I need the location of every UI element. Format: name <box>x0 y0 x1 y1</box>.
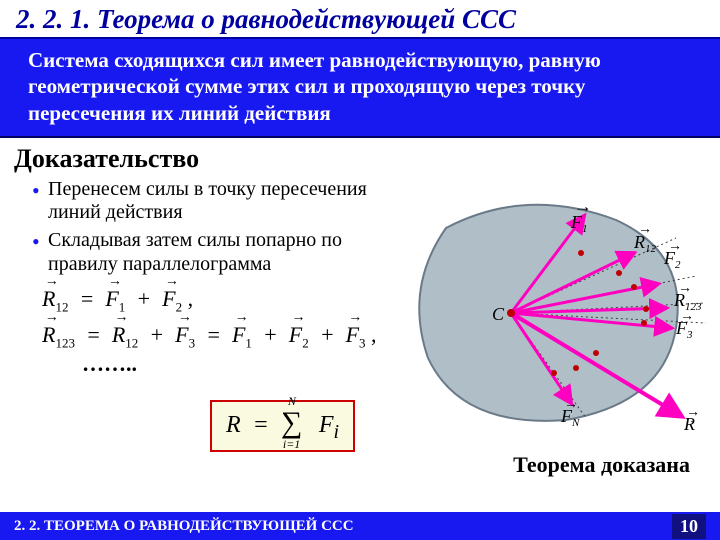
qed-text: Теорема доказана <box>513 452 690 478</box>
footer-text: 2. 2. ТЕОРЕМА О РАВНОДЕЙСТВУЮЩЕЙ ССС <box>14 518 354 535</box>
proof-heading: Доказательство <box>0 138 720 174</box>
center-label: C <box>492 304 505 324</box>
bullet-item: Складывая затем силы попарно по правилу … <box>32 229 382 276</box>
vec-R: R <box>226 412 241 438</box>
vec-F1: F <box>105 286 118 312</box>
sum-lower: i=1 <box>283 437 300 452</box>
sigma-symbol: ∑ <box>281 406 302 439</box>
boxed-resultant-formula: R = N ∑ i=1 Fi <box>210 400 355 452</box>
bullet-text: Перенесем силы в точку пересечения линий… <box>48 178 367 224</box>
force-diagram: C → F1 → R12 → F2 → R123 → F3 → FN → R <box>406 198 706 438</box>
proof-bullets: Перенесем силы в точку пересечения линий… <box>12 174 382 276</box>
svg-text:R12: R12 <box>633 232 657 255</box>
proof-heading-text: Доказательство <box>14 144 199 173</box>
page-number: 10 <box>672 514 706 539</box>
theorem-statement: Система сходящихся сил имеет равнодейств… <box>0 39 720 138</box>
slide-footer: 2. 2. ТЕОРЕМА О РАВНОДЕЙСТВУЮЩЕЙ ССС 10 <box>0 512 720 540</box>
vec-Fi: F <box>319 412 334 438</box>
bullet-item: Перенесем силы в точку пересечения линий… <box>32 178 382 225</box>
theorem-text: Система сходящихся сил имеет равнодейств… <box>28 48 601 125</box>
sum-upper: N <box>288 394 296 409</box>
vec-F2: F <box>162 286 175 312</box>
header-title: 2. 2. 1. Теорема о равнодействующей ССС <box>16 4 516 34</box>
bullet-text: Складывая затем силы попарно по правилу … <box>48 229 342 275</box>
vec-R12: R <box>42 286 55 312</box>
svg-text:R: R <box>683 414 695 434</box>
slide-header: 2. 2. 1. Теорема о равнодействующей ССС <box>0 0 720 39</box>
vec-R123: R <box>42 322 55 348</box>
